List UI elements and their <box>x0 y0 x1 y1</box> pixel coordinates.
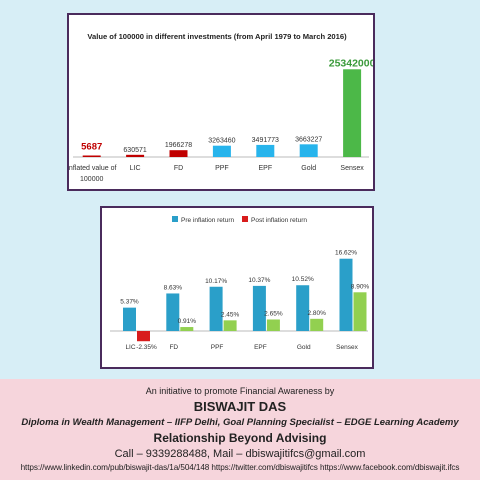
chart1-bar <box>299 144 318 157</box>
returns-chart-svg: Pre inflation return Post inflation retur… <box>110 216 370 351</box>
chart2-tick-label: PPF <box>211 344 224 351</box>
footer-intro: An initiative to promote Financial Aware… <box>145 386 335 396</box>
chart2-bar <box>353 292 367 331</box>
chart1-data-label: 5687 <box>81 142 102 153</box>
chart1-bar <box>126 154 145 157</box>
chart2-bar <box>137 331 150 342</box>
chart2-data-label: 2.80% <box>307 310 326 317</box>
chart1-data-label: 1966278 <box>165 142 192 149</box>
chart2-legend-swatch <box>242 216 248 222</box>
investment-value-chart: Value of 100000 in different investments… <box>67 13 375 191</box>
chart2-legend-label: Post inflation return <box>251 217 307 224</box>
chart1-bar <box>343 69 362 157</box>
chart1-tick-label: Sensex <box>340 165 364 172</box>
chart1-data-label: 630571 <box>123 147 146 154</box>
chart1-tick-label: Gold <box>301 165 316 172</box>
chart2-data-label: 10.52% <box>292 276 314 283</box>
chart1-data-label: 3663227 <box>295 136 322 143</box>
chart2-tick-label: EPF <box>254 344 267 351</box>
chart2-data-label: 0.91% <box>178 318 197 325</box>
chart1-title: Value of 100000 in different investments… <box>87 32 347 41</box>
chart1-tick-label: 100000 <box>80 176 103 183</box>
footer-contact: Call – 9339288488, Mail – dbiswajitifcs@… <box>114 448 366 460</box>
chart1-data-label: 25342000 <box>329 57 373 69</box>
chart1-data-label: 3263460 <box>208 138 235 145</box>
chart2-tick-label: Gold <box>297 344 311 351</box>
chart2-bar <box>339 258 353 331</box>
chart2-data-label: 10.17% <box>205 278 227 285</box>
footer-banner: An initiative to promote Financial Aware… <box>0 379 480 480</box>
chart1-bar <box>169 150 188 157</box>
chart2-tick-label: Sensex <box>336 344 358 351</box>
chart2-data-label: 2.65% <box>264 310 283 317</box>
chart1-tick-label: EPF <box>258 165 272 172</box>
chart1-bar <box>212 145 231 157</box>
footer-name: BISWAJIT DAS <box>193 399 287 414</box>
chart2-bar <box>180 327 194 331</box>
investment-value-chart-svg: Value of 100000 in different investments… <box>69 32 373 183</box>
footer-diploma: Diploma in Wealth Management – IIFP Delh… <box>21 417 459 428</box>
chart2-data-label: 5.37% <box>120 299 139 306</box>
chart1-tick-label: FD <box>174 165 183 172</box>
chart1-tick-label: PPF <box>215 165 229 172</box>
chart2-bar <box>296 285 310 331</box>
chart2-tick-label: FD <box>169 344 178 351</box>
returns-chart: Pre inflation return Post inflation retur… <box>100 206 374 369</box>
chart2-data-label: 2.45% <box>221 311 240 318</box>
chart2-bar <box>223 320 237 331</box>
chart2-bar <box>252 285 266 331</box>
chart1-bar <box>256 144 275 157</box>
footer-links[interactable]: https://www.linkedin.com/pub/biswajit-da… <box>20 463 460 472</box>
chart2-bar <box>166 293 180 331</box>
chart2-tick-label: LIC <box>125 344 135 351</box>
chart2-data-label: -2.35% <box>136 344 157 351</box>
chart1-data-label: 3491773 <box>252 137 279 144</box>
chart1-bar <box>82 155 101 157</box>
chart2-data-label: 8.63% <box>164 284 183 291</box>
chart1-tick-label: LIC <box>130 165 141 172</box>
chart2-data-label: 10.37% <box>248 277 270 284</box>
chart2-bar <box>123 307 136 331</box>
chart2-data-label: 8.90% <box>351 283 370 290</box>
chart2-legend-label: Pre inflation return <box>181 217 234 224</box>
chart2-bar <box>266 319 280 331</box>
chart2-legend-swatch <box>172 216 178 222</box>
chart2-data-label: 16.62% <box>335 250 357 257</box>
footer-tagline: Relationship Beyond Advising <box>153 431 327 445</box>
chart1-tick-label: Inflated value of <box>69 165 116 172</box>
chart2-bar <box>310 318 324 331</box>
chart2-bar <box>209 286 223 331</box>
